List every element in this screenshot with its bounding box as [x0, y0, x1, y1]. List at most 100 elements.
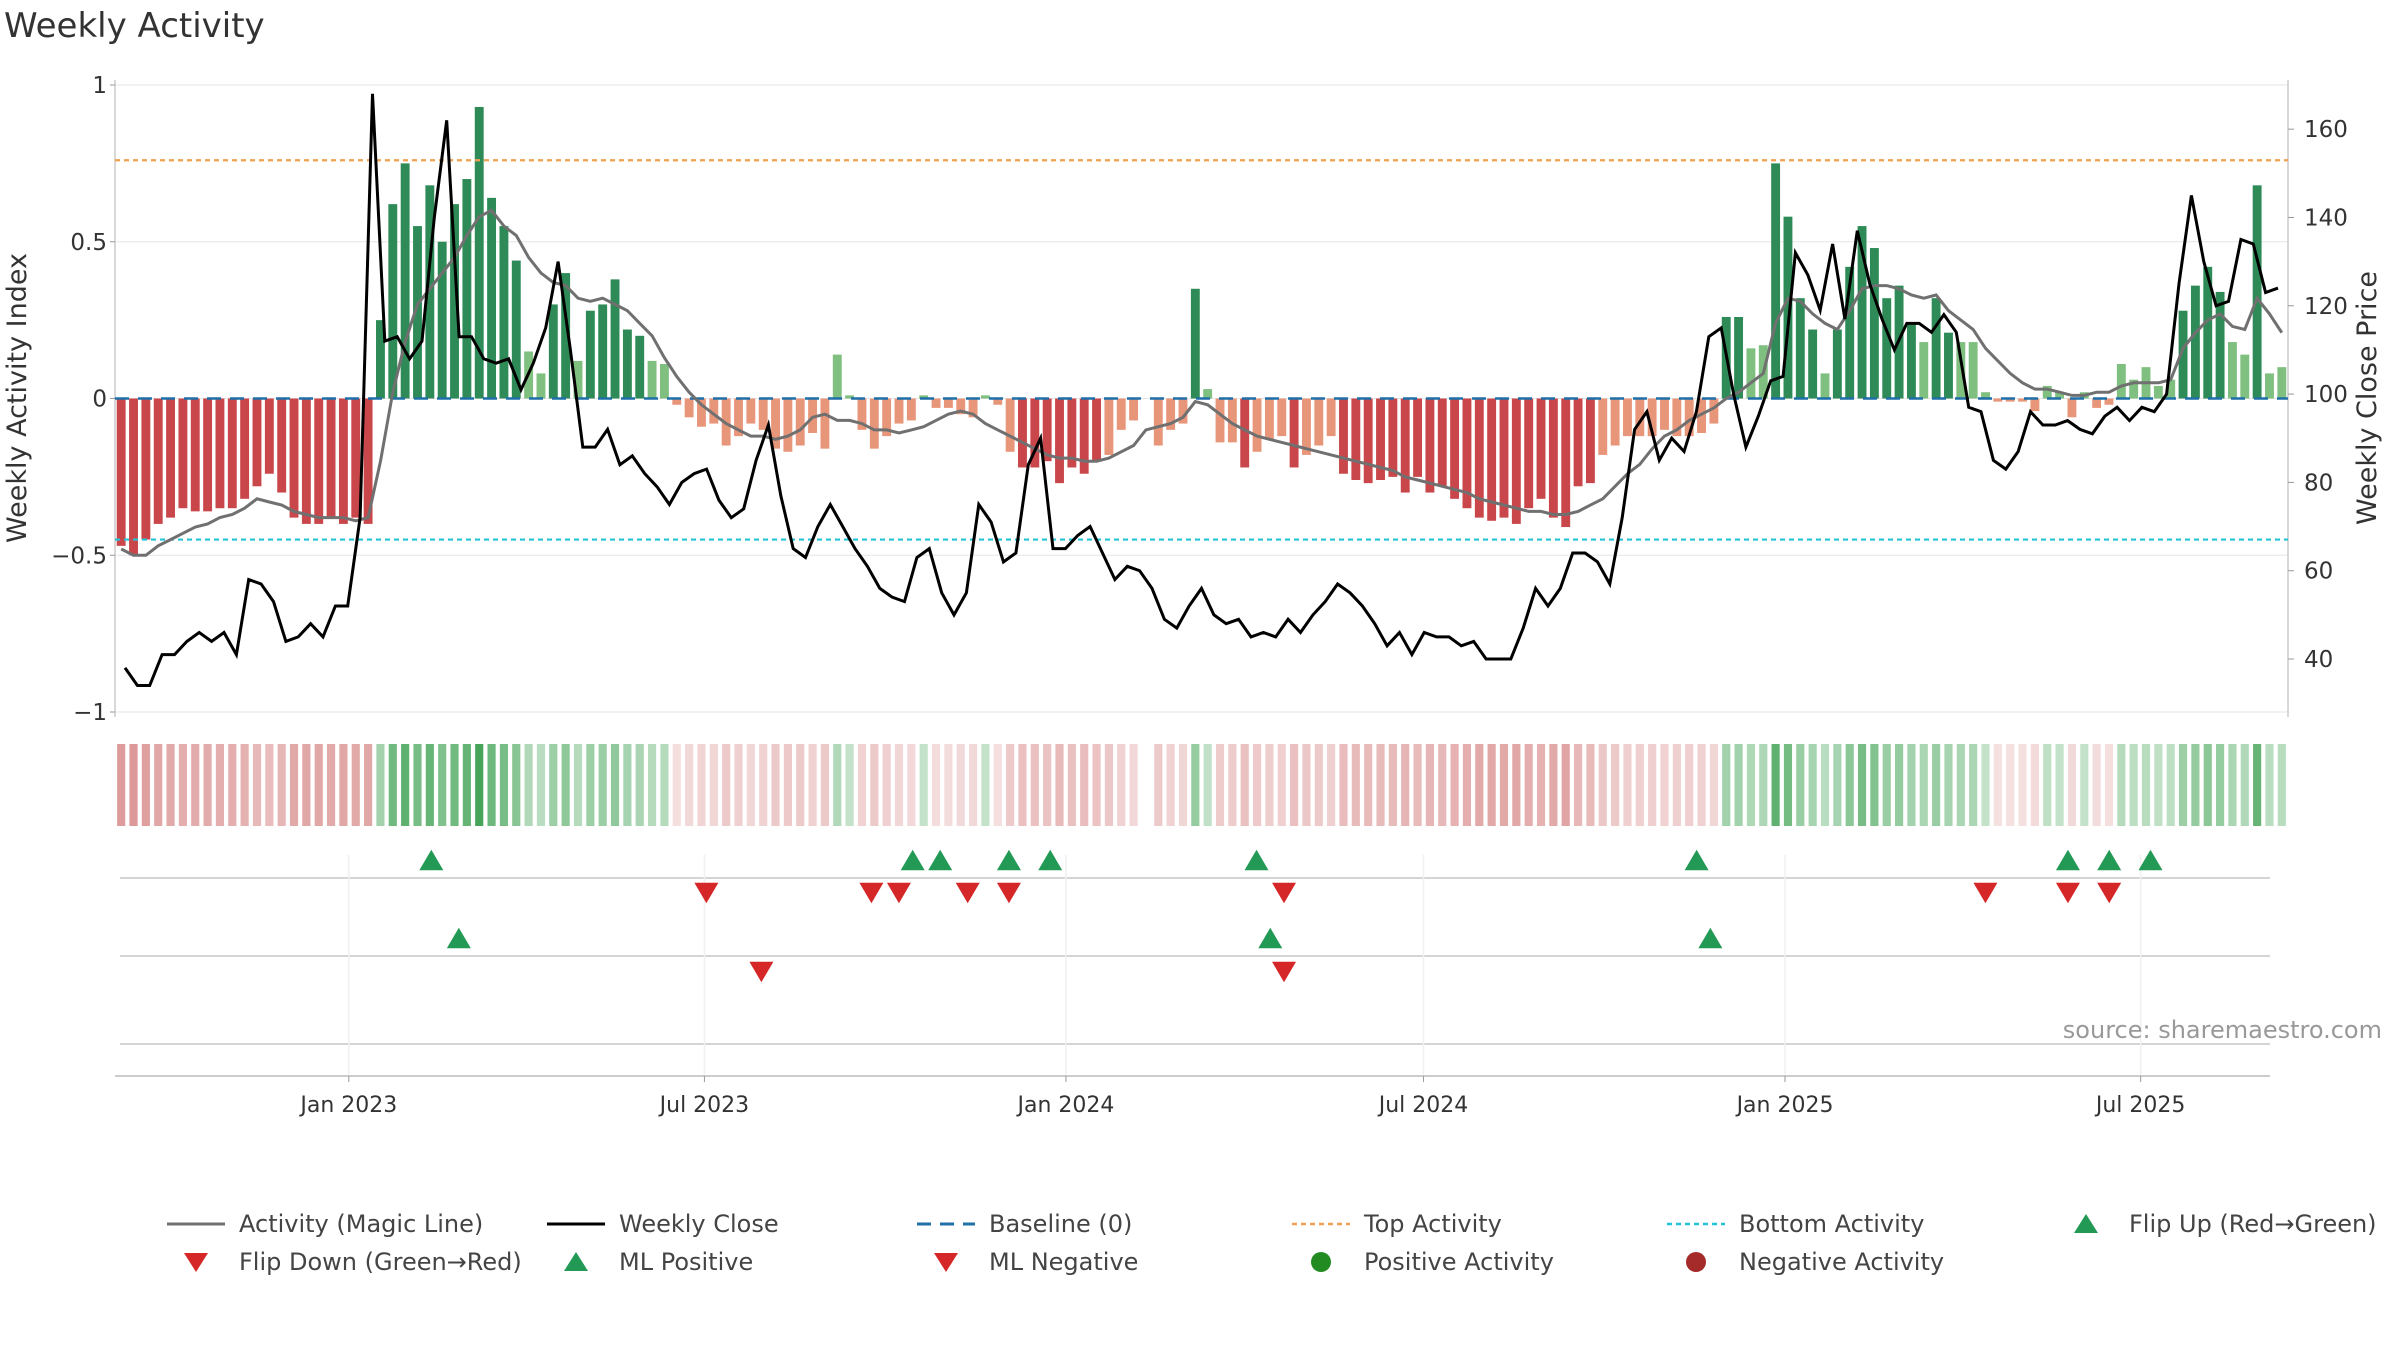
strip-cell	[129, 744, 138, 826]
activity-bar	[1561, 398, 1571, 528]
strip-cell	[2216, 744, 2225, 826]
activity-bar	[2116, 364, 2126, 399]
x-tick-label: Jan 2024	[1015, 1093, 1114, 1118]
activity-bar	[2178, 310, 2188, 399]
activity-bar	[1548, 398, 1558, 518]
strip-cell	[1623, 744, 1632, 826]
activity-bar	[351, 398, 361, 518]
activity-bar	[2042, 385, 2052, 399]
strip-cell	[1524, 744, 1533, 826]
activity-bar	[1413, 398, 1423, 477]
strip-cell	[1191, 744, 1200, 826]
activity-bar	[1240, 398, 1250, 468]
activity-bar	[2203, 266, 2213, 399]
strip-cell	[413, 744, 422, 826]
strip-cell	[2154, 744, 2163, 826]
strip-cell	[425, 744, 434, 826]
strip-cell	[549, 744, 558, 826]
activity-bar	[1585, 398, 1595, 484]
activity-bar	[1709, 398, 1719, 424]
activity-bar	[2104, 398, 2114, 405]
legend-swatch	[2055, 1209, 2117, 1239]
ml-positive-marker	[1698, 927, 1723, 949]
strip-cell	[648, 744, 657, 826]
activity-bar	[795, 398, 805, 446]
activity-bar	[1227, 398, 1237, 443]
strip-cell	[573, 744, 583, 826]
activity-bar	[1956, 342, 1966, 399]
strip-cell	[2067, 744, 2077, 826]
activity-bar	[1832, 329, 1842, 399]
legend-swatch	[915, 1247, 977, 1277]
legend-item: Weekly Close	[545, 1205, 779, 1243]
y2-tick-label: 60	[2304, 559, 2333, 585]
strip-cell	[2265, 744, 2274, 826]
activity-bar	[1919, 342, 1929, 399]
strip-cell	[1265, 744, 1274, 826]
strip-cell	[1117, 744, 1126, 826]
strip-cell	[215, 744, 225, 826]
y2-tick-label: 40	[2304, 647, 2333, 673]
strip-cell	[1240, 744, 1249, 826]
strip-cell	[1586, 744, 1595, 826]
flip-down-marker	[1272, 882, 1297, 904]
strip-cell	[1104, 744, 1113, 826]
strip-cell	[1425, 744, 1434, 826]
activity-bar	[943, 398, 953, 408]
legend-label: Activity (Magic Line)	[239, 1210, 484, 1238]
strip-cell	[697, 744, 706, 826]
activity-bar	[1808, 329, 1818, 399]
activity-bars	[116, 106, 2287, 556]
activity-bar	[1623, 398, 1632, 437]
activity-bar	[1635, 398, 1645, 437]
strip-cell	[833, 744, 842, 826]
strip-cell	[1734, 744, 1743, 826]
activity-bar	[1363, 398, 1373, 484]
x-tick-label: Jul 2025	[2094, 1093, 2186, 1118]
activity-bar	[1104, 398, 1114, 455]
strip-cell	[845, 744, 854, 826]
strip-cell	[1993, 744, 2002, 826]
strip-cell	[166, 744, 175, 826]
activity-bar	[1129, 398, 1139, 421]
activity-bar	[1030, 398, 1040, 468]
activity-bar	[326, 398, 336, 518]
strip-cell	[2277, 744, 2286, 826]
activity-bar	[845, 395, 855, 399]
strip-cell	[1067, 744, 1076, 826]
activity-bar	[993, 398, 1003, 405]
activity-bar	[1092, 398, 1101, 462]
strip-cell	[870, 744, 879, 826]
strip-cell	[1388, 744, 1397, 826]
activity-bar	[1734, 316, 1744, 399]
activity-bar	[1203, 389, 1213, 399]
flip-up-marker	[928, 849, 953, 871]
activity-bar	[1795, 298, 1805, 399]
activity-bar	[1326, 398, 1336, 437]
strip-cell	[993, 744, 1002, 826]
strip-cell	[1499, 744, 1509, 826]
strip-cell	[1302, 744, 1311, 826]
activity-bar	[931, 398, 941, 408]
activity-bar	[2277, 367, 2287, 399]
activity-bar	[758, 398, 768, 430]
flip-up-marker	[2055, 849, 2080, 871]
strip-cell	[376, 744, 385, 826]
activity-bar	[2153, 385, 2163, 399]
flip-up-marker	[1244, 849, 1269, 871]
activity-bar	[622, 329, 632, 399]
activity-bar	[1289, 398, 1299, 468]
strip-cell	[709, 744, 718, 826]
flip-down-marker	[1973, 882, 1998, 904]
activity-bar	[968, 398, 978, 418]
activity-bar	[1462, 398, 1472, 509]
strip-cell	[796, 744, 805, 826]
activity-bar	[1277, 398, 1287, 437]
activity-bar	[548, 304, 558, 399]
activity-bar	[190, 398, 200, 512]
activity-bar	[437, 241, 447, 399]
y2-tick-label: 140	[2304, 205, 2348, 231]
flip-up-marker	[1038, 849, 1063, 871]
activity-bar	[980, 395, 990, 399]
activity-bar	[1684, 398, 1694, 437]
